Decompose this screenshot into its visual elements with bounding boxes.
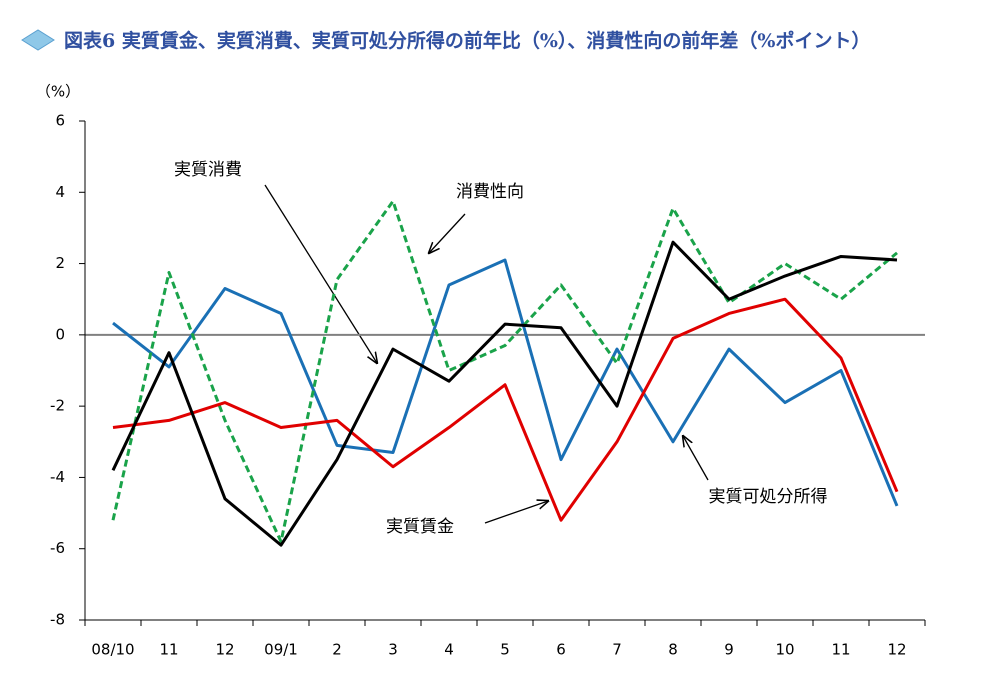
x-tick-label: 12 (215, 641, 234, 659)
y-tick-label: 4 (55, 183, 65, 201)
x-tick-label: 11 (159, 641, 178, 659)
series-annotation: 実質賃金 (386, 517, 454, 537)
chart-title: 図表6 実質賃金、実質消費、実質可処分所得の前年比（%）、消費性向の前年差（%ポ… (64, 29, 870, 52)
x-tick-label: 09/1 (264, 641, 298, 659)
x-tick-label: 7 (612, 641, 622, 659)
y-tick-label: -2 (50, 397, 65, 415)
x-tick-label: 08/10 (91, 641, 134, 659)
arrow (484, 501, 548, 524)
arrow (429, 213, 466, 253)
y-tick-label: -4 (50, 468, 65, 486)
y-tick-label: 6 (55, 112, 65, 130)
x-tick-label: 9 (724, 641, 734, 659)
x-tick-label: 11 (831, 641, 850, 659)
y-tick-label: 2 (55, 254, 65, 272)
series-line (112, 258, 899, 507)
title-icon (21, 29, 55, 51)
x-tick-label: 2 (332, 641, 342, 659)
series-line (111, 199, 898, 544)
x-tick-label: 12 (887, 641, 906, 659)
y-axis-label: （%） (36, 83, 80, 101)
series-annotation: 実質消費 (174, 160, 242, 180)
x-tick-label: 5 (500, 641, 510, 659)
arrow (264, 184, 377, 363)
y-tick-label: 0 (55, 325, 65, 343)
arrow (683, 436, 709, 481)
x-tick-label: 8 (668, 641, 678, 659)
y-tick-label: -8 (50, 611, 65, 629)
x-tick-label: 6 (556, 641, 566, 659)
series-annotation: 消費性向 (456, 182, 524, 202)
series-line (111, 240, 898, 547)
y-tick-label: -6 (50, 539, 65, 557)
x-tick-label: 3 (388, 641, 398, 659)
x-tick-label: 4 (444, 641, 454, 659)
series-line (112, 297, 899, 522)
x-tick-label: 10 (775, 641, 794, 659)
series-annotation: 実質可処分所得 (709, 487, 828, 507)
